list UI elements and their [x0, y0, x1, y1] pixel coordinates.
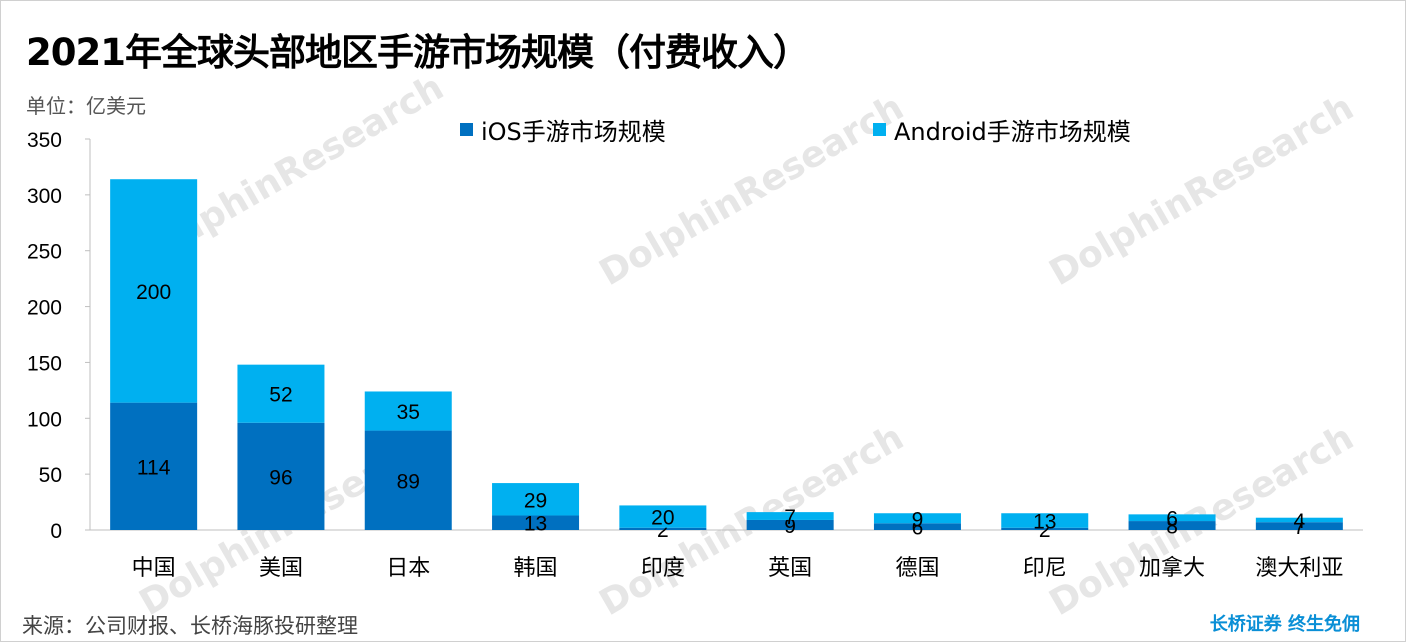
- x-tick-label: 印尼: [1023, 556, 1067, 581]
- data-label-android: 7: [784, 506, 796, 529]
- data-label-android: 200: [136, 281, 171, 304]
- data-label-android: 52: [269, 384, 292, 407]
- bar-android: [1128, 514, 1216, 522]
- y-tick-label: 150: [27, 352, 62, 375]
- x-tick-label: 中国: [132, 556, 176, 581]
- bar-ios: [1001, 527, 1089, 530]
- data-label-android: 35: [397, 401, 420, 424]
- data-label-android: 29: [524, 489, 547, 512]
- y-tick-label: 350: [27, 129, 62, 152]
- data-label-ios: 89: [397, 470, 420, 493]
- bar-ios: [492, 515, 580, 530]
- unit-label: 单位：亿美元: [26, 94, 146, 118]
- bar-ios: [619, 527, 707, 530]
- x-tick-label: 英国: [768, 556, 812, 581]
- y-tick-label: 0: [50, 520, 62, 543]
- data-label-ios: 13: [524, 513, 547, 536]
- legend-item-android: Android手游市场规模: [873, 112, 1131, 147]
- data-label-android: 9: [912, 508, 924, 531]
- bar-ios: [1255, 522, 1343, 530]
- legend-swatch-android: [873, 123, 886, 136]
- x-tick-label: 印度: [641, 556, 685, 581]
- legend-item-ios: iOS手游市场规模: [460, 112, 666, 147]
- y-tick-label: 300: [27, 185, 62, 208]
- data-label-android: 20: [651, 507, 674, 530]
- slogan: 长桥证券 终生免佣: [1209, 614, 1360, 635]
- data-label-ios: 8: [1166, 516, 1178, 539]
- bar-ios: [364, 430, 452, 530]
- bar-ios: [746, 519, 834, 530]
- data-label-ios: 6: [912, 517, 924, 540]
- y-tick-label: 50: [39, 464, 62, 487]
- chart-title: 2021年全球头部地区手游市场规模（付费收入）: [26, 31, 810, 74]
- y-tick-label: 100: [27, 408, 62, 431]
- x-tick-label: 加拿大: [1139, 555, 1205, 581]
- legend-swatch-ios: [460, 123, 473, 136]
- legend-label-android: Android手游市场规模: [894, 118, 1131, 146]
- data-label-ios: 114: [137, 456, 171, 479]
- data-label-ios: 9: [784, 515, 796, 538]
- bar-android: [364, 391, 452, 431]
- legend-label-ios: iOS手游市场规模: [481, 118, 666, 146]
- x-tick-label: 澳大利亚: [1255, 556, 1343, 581]
- bar-android: [873, 513, 961, 524]
- x-tick-label: 日本: [386, 556, 430, 581]
- bar-ios: [873, 523, 961, 530]
- y-tick-label: 200: [27, 297, 62, 320]
- bar-android: [237, 364, 325, 423]
- x-tick-label: 美国: [259, 556, 303, 581]
- data-label-ios: 96: [269, 466, 292, 489]
- bar-ios: [1128, 521, 1216, 530]
- bar-ios: [237, 422, 325, 530]
- source-note: 来源：公司财报、长桥海豚投研整理: [22, 614, 358, 638]
- bar-android: [110, 179, 198, 403]
- data-label-android: 13: [1033, 511, 1056, 534]
- data-label-android: 6: [1166, 508, 1178, 531]
- x-tick-label: 韩国: [514, 556, 558, 581]
- bar-android: [619, 505, 707, 528]
- bar-android: [1001, 513, 1089, 528]
- x-tick-label: 德国: [895, 556, 939, 581]
- bar-android: [1255, 517, 1343, 523]
- data-label-ios: 7: [1294, 516, 1306, 539]
- data-label-ios: 2: [1039, 519, 1051, 542]
- bar-ios: [110, 402, 198, 530]
- data-label-ios: 2: [657, 519, 669, 542]
- bar-android: [746, 512, 834, 520]
- y-tick-label: 250: [27, 241, 62, 264]
- data-label-android: 4: [1294, 510, 1306, 533]
- bar-android: [492, 483, 580, 516]
